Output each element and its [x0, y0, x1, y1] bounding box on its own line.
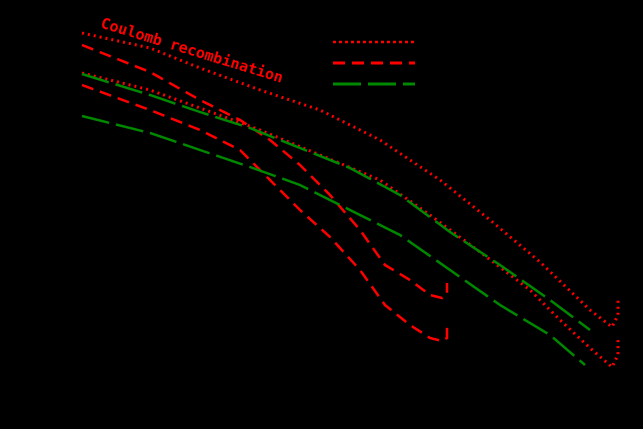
- green-longdash-lower-line: [81, 114, 586, 366]
- legend: [333, 40, 415, 86]
- series-layer: [81, 31, 620, 370]
- red-dashed-lower-line: [81, 83, 449, 343]
- red-dashed-upper-line: [81, 43, 449, 300]
- green-longdash-upper-line: [81, 72, 591, 331]
- red-dotted-lower-line: [81, 71, 620, 370]
